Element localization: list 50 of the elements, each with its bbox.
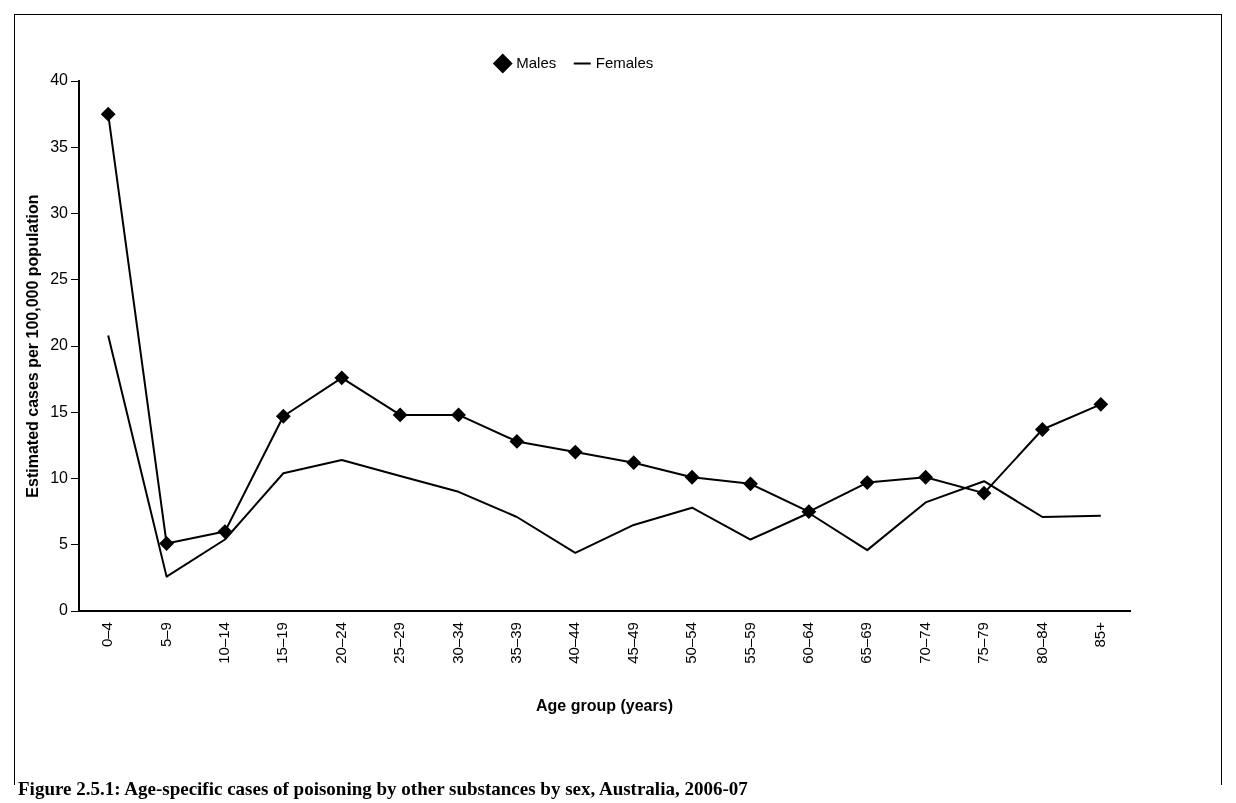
x-tick-label: 50–54 [682, 622, 700, 664]
point [1035, 422, 1050, 437]
x-tick-label: 30–34 [448, 622, 466, 664]
y-tick-label: 15 [50, 402, 69, 420]
y-tick-label: 10 [50, 468, 69, 486]
point [334, 370, 349, 385]
x-tick-label: 85+ [1090, 621, 1108, 648]
legend-label: Males [516, 53, 557, 71]
x-tick-label: 45–49 [623, 622, 641, 664]
point [101, 107, 116, 122]
point [451, 407, 466, 422]
x-axis-title: Age group (years) [536, 696, 673, 714]
y-axis-title: Estimated cases per 100,000 population [24, 194, 42, 498]
x-tick-label: 80–84 [1032, 622, 1050, 664]
point [393, 407, 408, 422]
point [217, 524, 232, 539]
y-tick-label: 35 [50, 137, 69, 155]
x-tick-label: 35–39 [507, 622, 525, 664]
x-tick-label: 65–69 [857, 622, 875, 664]
y-tick-label: 30 [50, 203, 69, 221]
x-tick-label: 60–64 [799, 622, 816, 664]
point [276, 409, 291, 424]
legend-label: Females [595, 53, 654, 71]
x-tick-label: 40–44 [565, 622, 583, 664]
point [743, 476, 758, 491]
y-tick-label: 25 [50, 270, 69, 288]
y-tick-label: 0 [59, 601, 69, 619]
x-tick-label: 0–4 [98, 622, 116, 648]
y-tick-label: 5 [59, 535, 69, 553]
point [159, 536, 174, 551]
x-tick-label: 55–59 [740, 622, 758, 664]
point [509, 434, 524, 449]
x-tick-label: 5–9 [156, 622, 174, 648]
point [918, 470, 933, 485]
point [685, 470, 700, 485]
text: Figure 2.5.1: Age-specific cases of poisoning by other substances by sex, Australia, 2006-07 [18, 778, 748, 800]
point [860, 475, 875, 490]
x-tick-label: 70–74 [915, 622, 933, 664]
point [626, 455, 641, 470]
point [568, 445, 583, 460]
x-tick-label: 10–14 [215, 622, 233, 664]
x-tick-label: 15–19 [273, 622, 291, 664]
point [801, 504, 816, 519]
y-tick-label: 20 [50, 336, 69, 354]
y-tick-label: 40 [50, 71, 69, 89]
point [1093, 397, 1108, 412]
x-tick-label: 75–79 [974, 622, 992, 664]
point [977, 486, 992, 501]
x-tick-label: 25–29 [390, 622, 408, 664]
x-tick-label: 20–24 [331, 622, 349, 664]
